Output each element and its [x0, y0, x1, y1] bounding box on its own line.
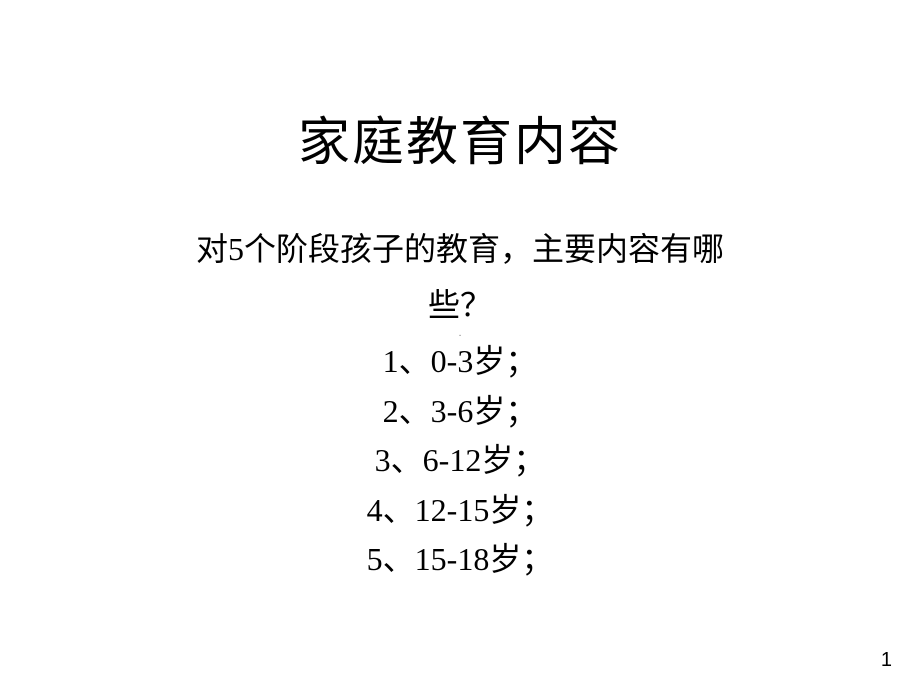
- slide-subtitle-line1: 对5个阶段孩子的教育，主要内容有哪: [0, 225, 920, 273]
- list-item-1: 1、0-3岁；: [0, 337, 920, 387]
- list-item-2: 2、3-6岁；: [0, 387, 920, 437]
- slide-subtitle-line2: 些？: [0, 281, 920, 329]
- slide-title: 家庭教育内容: [0, 100, 920, 175]
- list-item-5: 5、15-18岁；: [0, 535, 920, 585]
- slide-container: 家庭教育内容 对5个阶段孩子的教育，主要内容有哪 些？ 1、0-3岁； 2、3-…: [0, 0, 920, 690]
- page-number: 1: [881, 649, 892, 672]
- list-item-3: 3、6-12岁；: [0, 436, 920, 486]
- list-item-4: 4、12-15岁；: [0, 486, 920, 536]
- center-marker-icon: ·: [458, 331, 461, 342]
